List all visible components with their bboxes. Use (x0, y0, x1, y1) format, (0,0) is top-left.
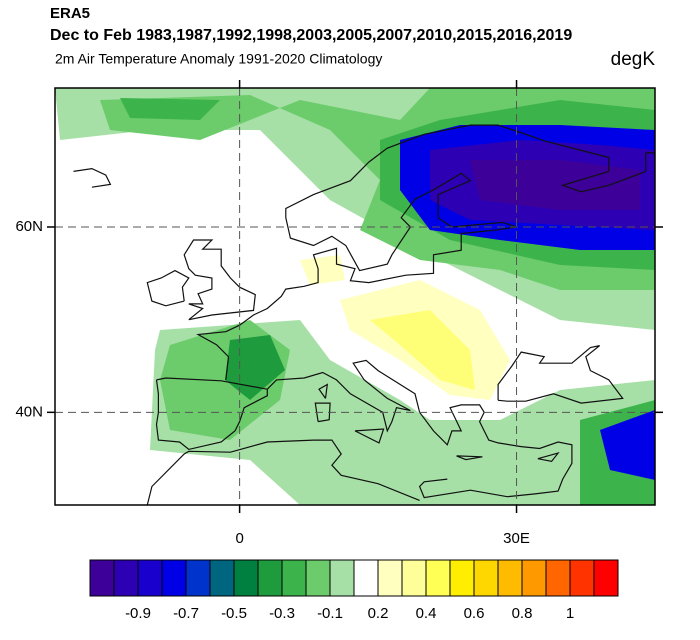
coastline (146, 439, 420, 505)
coastline (196, 124, 655, 380)
colorbar-box (137, 559, 163, 597)
shade (120, 98, 220, 120)
coastline (73, 167, 112, 188)
coastline (354, 428, 385, 444)
coastline (456, 455, 483, 461)
units: degK (611, 49, 656, 70)
colorbar-label: -0.3 (269, 605, 295, 622)
lon-tick-label: 30E (503, 530, 530, 547)
colorbar-label: 1 (566, 605, 574, 622)
coastline (541, 510, 563, 526)
shade (300, 255, 345, 285)
lat-tick-label: 60N (15, 218, 43, 235)
colorbar-box (569, 559, 595, 597)
title: Dec to Feb 1983,1987,1992,1998,2003,2005… (50, 27, 572, 44)
colorbar-box (401, 559, 427, 597)
colorbar-label: 0.8 (512, 605, 533, 622)
shade (600, 410, 655, 480)
lat-tick-label: 40N (15, 403, 43, 420)
colorbar-box (425, 559, 451, 597)
colorbar-label: 0.4 (416, 605, 437, 622)
colorbar-box (257, 559, 283, 597)
shade (370, 310, 475, 390)
colorbar-label: 0.2 (368, 605, 389, 622)
colorbar-label: -0.1 (317, 605, 343, 622)
coastline (266, 359, 573, 499)
colorbar-box (545, 559, 571, 597)
colorbar-box (377, 559, 403, 597)
colorbar-label: -0.7 (173, 605, 199, 622)
colorbar-box (497, 559, 523, 597)
colorbar-box (89, 559, 115, 597)
lon-tick-label: 0 (235, 530, 243, 547)
colorbar-box (593, 559, 619, 597)
map-frame (54, 87, 656, 506)
colorbar-box (209, 559, 235, 597)
colorbar-label: -0.9 (125, 605, 151, 622)
coastline (155, 377, 268, 451)
map-ticks: 60N 40N 0 30E (15, 80, 663, 547)
colorbar-box (473, 559, 499, 597)
graticule (55, 88, 655, 505)
colorbar-box (353, 559, 379, 597)
colorbar-label: 0.6 (464, 605, 485, 622)
coastline (314, 402, 331, 423)
map-field (55, 88, 655, 526)
colorbar-box (185, 559, 211, 597)
coastline (146, 269, 190, 307)
source: ERA5 (50, 5, 90, 22)
coastline (318, 383, 329, 399)
colorbar-box (329, 559, 355, 597)
coastlines (73, 124, 655, 526)
colorbar-box (161, 559, 187, 597)
coastline (537, 452, 560, 463)
subtitle: 2m Air Temperature Anomaly 1991-2020 Cli… (55, 51, 382, 67)
colorbar: -0.9 -0.7 -0.5 -0.3 -0.1 0.2 0.4 0.6 0.8 1 (89, 559, 619, 622)
shade (470, 160, 640, 210)
colorbar-box (449, 559, 475, 597)
colorbar-box (305, 559, 331, 597)
coastline (497, 345, 624, 404)
colorbar-box (521, 559, 547, 597)
colorbar-box (113, 559, 139, 597)
colorbar-box (281, 559, 307, 597)
coastline (183, 239, 256, 321)
colorbar-box (233, 559, 259, 597)
colorbar-label: -0.5 (221, 605, 247, 622)
